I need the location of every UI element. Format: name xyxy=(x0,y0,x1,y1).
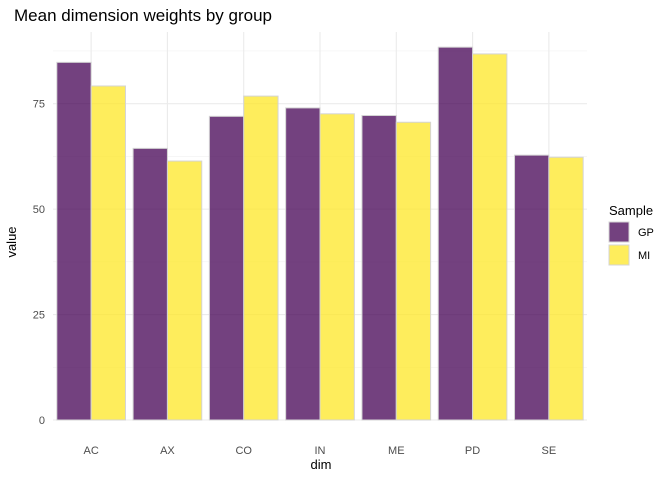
x-tick-label: AX xyxy=(160,445,175,457)
y-axis-ticks: 0 25 50 75 xyxy=(33,99,45,427)
bar-mi-in xyxy=(319,113,355,421)
x-tick-label: CO xyxy=(235,445,252,457)
bar-mi-co xyxy=(243,95,279,421)
y-tick-label: 25 xyxy=(33,310,45,322)
legend-swatch xyxy=(608,244,630,266)
chart-title: Mean dimension weights by group xyxy=(14,6,272,25)
x-tick-label: SE xyxy=(542,445,557,457)
legend-swatch xyxy=(608,221,630,243)
bar-mi-pd xyxy=(472,53,508,421)
bar-mi-ax xyxy=(166,160,203,421)
x-tick-label: ME xyxy=(388,445,405,457)
legend-item-gp: GP xyxy=(608,221,654,243)
x-tick-label: AC xyxy=(84,445,99,457)
bar-gp-ac xyxy=(56,61,92,421)
legend-item-mi: MI xyxy=(608,244,650,266)
bar-gp-pd xyxy=(437,46,474,421)
legend: Sample GP MI xyxy=(608,203,654,266)
bar-gp-ax xyxy=(132,147,168,421)
y-tick-label: 75 xyxy=(33,99,45,111)
bar-mi-me xyxy=(395,121,432,421)
bars xyxy=(56,46,584,421)
y-axis-title: value xyxy=(4,226,19,257)
bar-gp-se xyxy=(514,154,550,421)
bar-mi-ac xyxy=(90,85,126,421)
x-axis-ticks: AC AX CO IN ME PD SE xyxy=(84,445,557,457)
x-tick-label: IN xyxy=(315,445,326,457)
bar-mi-se xyxy=(548,156,584,421)
y-tick-label: 50 xyxy=(33,204,45,216)
bar-gp-me xyxy=(361,115,397,421)
legend-title: Sample xyxy=(609,203,653,218)
bar-gp-co xyxy=(208,115,245,421)
legend-label: MI xyxy=(638,250,650,262)
y-tick-label: 0 xyxy=(39,415,45,427)
bar-gp-in xyxy=(285,107,321,421)
legend-label: GP xyxy=(638,227,654,239)
x-axis-title: dim xyxy=(311,457,332,472)
x-tick-label: PD xyxy=(465,445,480,457)
